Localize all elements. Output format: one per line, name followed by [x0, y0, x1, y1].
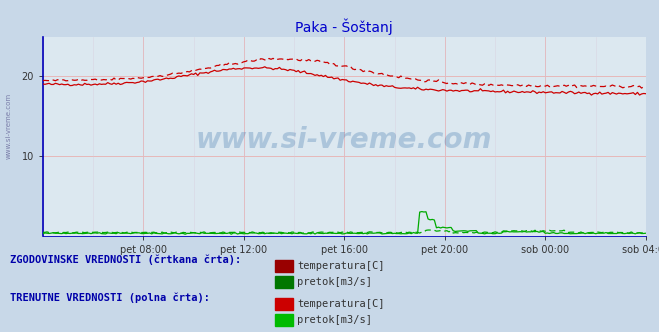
Text: ZGODOVINSKE VREDNOSTI (črtkana črta):: ZGODOVINSKE VREDNOSTI (črtkana črta):	[10, 254, 241, 265]
Text: TRENUTNE VREDNOSTI (polna črta):: TRENUTNE VREDNOSTI (polna črta):	[10, 292, 210, 303]
Text: www.si-vreme.com: www.si-vreme.com	[196, 126, 492, 154]
Title: Paka - Šoštanj: Paka - Šoštanj	[295, 19, 393, 35]
Text: temperatura[C]: temperatura[C]	[297, 261, 384, 271]
Bar	[275, 314, 293, 326]
Bar	[275, 260, 293, 272]
Text: temperatura[C]: temperatura[C]	[297, 299, 384, 309]
Text: pretok[m3/s]: pretok[m3/s]	[297, 315, 372, 325]
Text: www.si-vreme.com: www.si-vreme.com	[5, 93, 11, 159]
Bar	[275, 276, 293, 288]
Text: pretok[m3/s]: pretok[m3/s]	[297, 277, 372, 287]
Bar	[275, 298, 293, 310]
